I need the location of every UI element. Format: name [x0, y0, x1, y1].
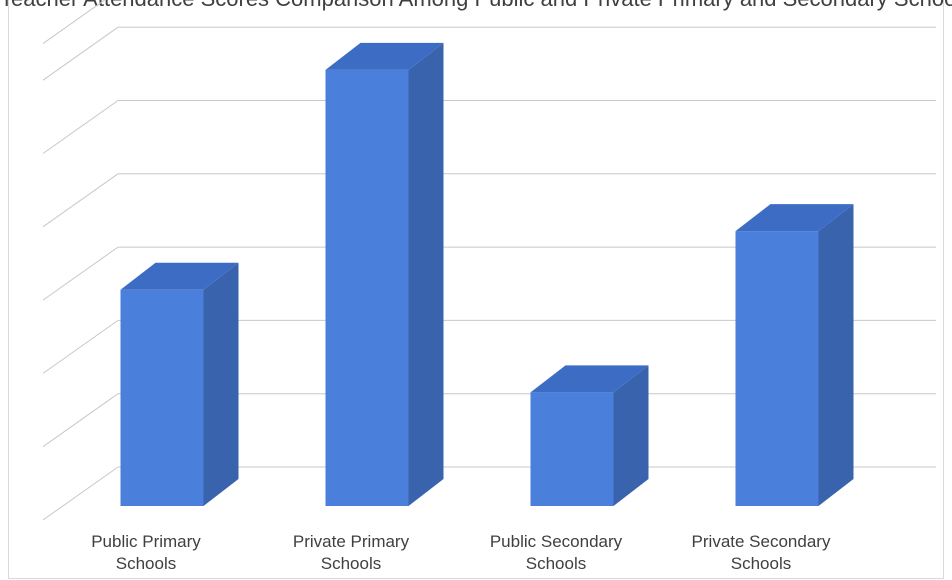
bar-top — [325, 42, 444, 70]
bar-side — [818, 204, 854, 506]
bar — [325, 42, 444, 507]
gridline-depth — [42, 246, 119, 301]
chart-frame — [8, 0, 944, 579]
bar-front — [120, 289, 204, 506]
bar-top — [120, 262, 239, 290]
gridline-depth — [42, 466, 119, 521]
x-tick-label: Private Secondary Schools — [692, 532, 831, 573]
gridline-depth — [42, 319, 119, 374]
bar-side — [203, 262, 239, 506]
chart-title: Teacher Attendance Scores Comparison Amo… — [0, 0, 952, 12]
bar-front — [530, 392, 614, 506]
x-tick-label: Private Primary Schools — [293, 532, 410, 573]
category-axis-labels: Public Primary Schools Private Primary Scho… — [91, 532, 831, 573]
x-tick-label: Public Secondary Schools — [490, 532, 623, 573]
gridline-depth — [42, 173, 119, 228]
bar — [530, 365, 649, 506]
bar-front — [735, 231, 819, 506]
bars — [120, 42, 854, 507]
bar-top — [735, 204, 854, 232]
bar — [120, 262, 239, 506]
gridline-depth — [42, 26, 119, 81]
gridline-depth — [42, 100, 119, 154]
gridline-depth — [42, 0, 106, 44]
bar-front — [325, 69, 409, 507]
bar-side — [408, 42, 444, 507]
gridline-depth — [42, 393, 119, 448]
bar — [735, 204, 854, 506]
bar-top — [530, 365, 649, 393]
x-tick-label: Public Primary Schools — [91, 532, 201, 573]
bar-side — [613, 365, 649, 506]
